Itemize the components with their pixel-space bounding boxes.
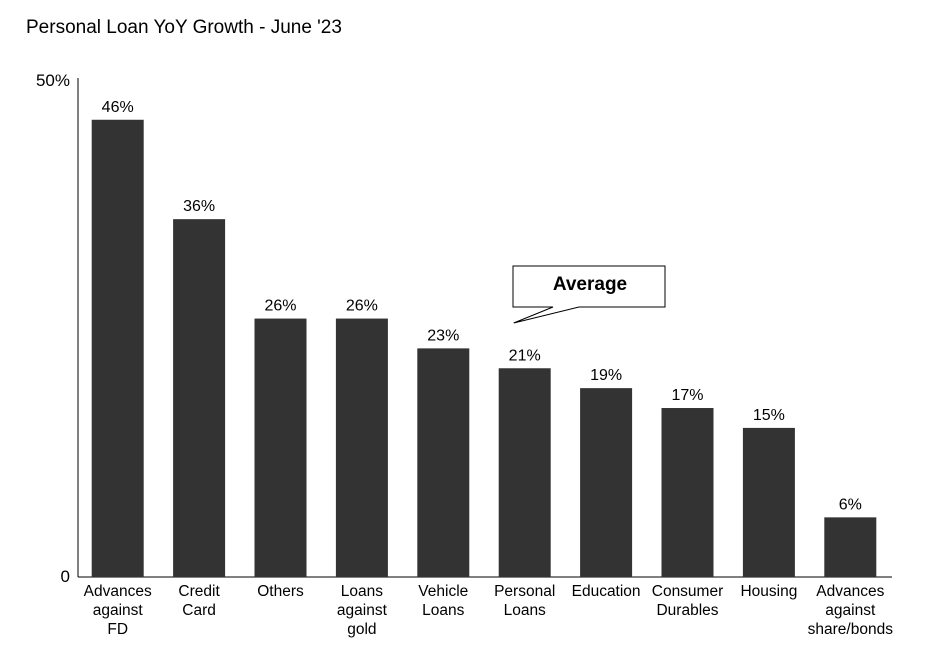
callout-text: Average bbox=[553, 274, 627, 295]
x-tick-label: against bbox=[337, 602, 388, 619]
x-tick-label: against bbox=[825, 602, 876, 619]
x-tick-label: Vehicle bbox=[418, 583, 468, 600]
data-label: 15% bbox=[753, 407, 785, 424]
bar bbox=[173, 219, 226, 577]
bar bbox=[498, 368, 551, 577]
data-label: 19% bbox=[590, 367, 622, 384]
callout-bubble bbox=[512, 265, 666, 324]
bar bbox=[335, 318, 388, 577]
x-tick-label: Advances bbox=[84, 583, 152, 600]
bar bbox=[580, 388, 633, 577]
x-tick-label: Loans bbox=[422, 602, 464, 619]
chart-title: Personal Loan YoY Growth - June '23 bbox=[26, 17, 342, 38]
bar bbox=[91, 119, 144, 577]
x-tick-label: FD bbox=[107, 621, 128, 638]
x-tick-label: Consumer bbox=[652, 583, 724, 600]
x-tick-label: against bbox=[93, 602, 144, 619]
data-label: 26% bbox=[264, 298, 296, 315]
x-tick-label: Education bbox=[572, 583, 641, 600]
data-label: 36% bbox=[183, 198, 215, 215]
data-label: 23% bbox=[427, 327, 459, 344]
x-tick-label: Card bbox=[182, 602, 216, 619]
x-tick-label: gold bbox=[347, 621, 376, 638]
bar bbox=[742, 427, 795, 577]
x-tick-label: share/bonds bbox=[808, 621, 894, 638]
x-tick-label: Loans bbox=[341, 583, 383, 600]
y-tick-label-max: 50% bbox=[36, 71, 70, 90]
x-tick-label: Others bbox=[257, 583, 304, 600]
x-tick-label: Advances bbox=[816, 583, 884, 600]
data-label: 6% bbox=[839, 496, 862, 513]
data-label: 21% bbox=[509, 347, 541, 364]
data-label: 17% bbox=[671, 387, 703, 404]
data-label: 26% bbox=[346, 298, 378, 315]
bar bbox=[417, 348, 470, 577]
x-tick-label: Credit bbox=[178, 583, 220, 600]
bar bbox=[824, 517, 877, 577]
y-tick-label-min: 0 bbox=[61, 567, 70, 586]
x-tick-label: Loans bbox=[504, 602, 546, 619]
x-tick-label: Durables bbox=[656, 602, 718, 619]
bar bbox=[254, 318, 307, 577]
x-tick-label: Personal bbox=[494, 583, 555, 600]
bar bbox=[661, 408, 714, 577]
data-label: 46% bbox=[102, 99, 134, 116]
x-tick-label: Housing bbox=[740, 583, 797, 600]
